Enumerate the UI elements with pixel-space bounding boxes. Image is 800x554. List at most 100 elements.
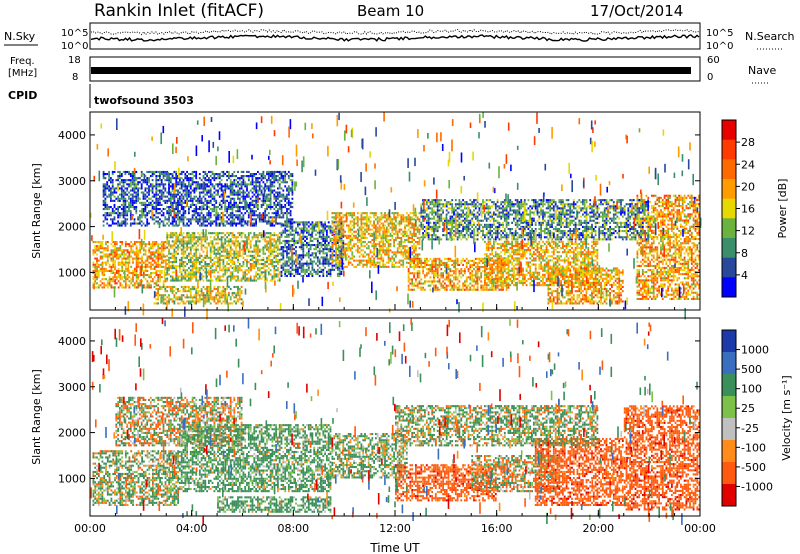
heatmap-cell [494,259,497,262]
heatmap-cell [411,288,414,291]
heatmap-cell [596,292,599,295]
heatmap-cell [249,246,252,249]
heatmap-cell [522,273,524,276]
heatmap-cell [458,272,461,275]
heatmap-cell [507,267,510,270]
heatmap-cell [436,274,439,277]
heatmap-cell [511,282,513,285]
heatmap-cell [578,269,581,272]
heatmap-cell [141,255,143,258]
heatmap-cell [289,258,292,261]
heatmap-cell [238,288,241,291]
heatmap-cell [395,230,397,233]
heatmap-cell [591,300,593,303]
heatmap-cell [119,249,122,252]
heatmap-cell [286,229,288,232]
heatmap-cell [342,265,345,268]
heatmap-cell [320,268,323,271]
heatmap-cell [576,275,579,278]
heatmap-cell [211,279,214,282]
heatmap-cell [596,288,599,291]
heatmap-cell [523,244,526,247]
heatmap-cell [342,241,345,244]
heatmap-cell [387,214,390,217]
heatmap-cell [184,290,187,293]
heatmap-cell [92,241,95,244]
heatmap-cell [552,247,555,250]
heatmap-cell [565,281,568,284]
heatmap-cell [393,259,395,262]
heatmap-cell [229,248,232,251]
heatmap-cell [502,259,504,262]
heatmap-cell [562,244,564,247]
heatmap-cell [602,267,604,270]
heatmap-cell [344,230,346,233]
heatmap-cell [338,263,341,266]
heatmap-cell [560,288,562,291]
heatmap-cell [387,251,390,254]
heatmap-cell [529,273,532,276]
heatmap-cell [186,244,188,247]
heatmap-cell [128,257,131,260]
heatmap-cell [503,282,506,285]
heatmap-cell [563,269,566,272]
heatmap-cell [540,284,542,287]
heatmap-cell [580,275,582,278]
heatmap-cell [112,269,115,272]
heatmap-cell [565,255,568,258]
heatmap-cell [404,220,406,223]
heatmap-cell [591,290,593,293]
heatmap-cell [126,261,129,264]
heatmap-cell [171,240,174,243]
heatmap-cell [262,271,265,274]
heatmap-cell [309,239,312,242]
heatmap-cell [153,276,156,279]
heatmap-cell [94,241,97,244]
heatmap-cell [393,251,395,254]
heatmap-cell [166,258,169,261]
heatmap-cell [94,286,97,289]
heatmap-cell [208,279,210,282]
heatmap-cell [128,280,131,283]
heatmap-cell [413,255,415,258]
heatmap-cell [569,263,572,266]
heatmap-cell [382,265,385,268]
heatmap-cell [155,243,158,246]
heatmap-cell [335,241,337,244]
heatmap-cell [130,278,133,281]
heatmap-cell [262,256,265,259]
heatmap-cell [592,240,595,243]
heatmap-cell [253,250,256,253]
heatmap-cell [139,282,142,285]
heatmap-cell [168,296,170,299]
heatmap-cell [578,288,581,291]
heatmap-cell [335,266,337,269]
heatmap-cell [295,227,297,230]
heatmap-cell [511,263,513,266]
heatmap-cell [209,277,212,280]
heatmap-cell [247,254,250,257]
heatmap-cell [211,244,214,247]
heatmap-cell [538,242,541,245]
heatmap-cell [171,300,174,303]
heatmap-cell [458,274,461,277]
heatmap-cell [360,216,363,219]
heatmap-cell [195,261,198,264]
heatmap-cell [150,253,152,256]
heatmap-cell [589,298,592,301]
heatmap-cell [206,285,208,288]
heatmap-cell [594,255,597,258]
heatmap-cell [282,246,285,249]
heatmap-cell [115,253,118,256]
heatmap-cell [247,279,250,282]
heatmap-cell [494,267,497,270]
heatmap-cell [476,263,479,266]
heatmap-cell [572,261,575,264]
heatmap-cell [415,255,417,258]
heatmap-cell [282,254,285,257]
heatmap-cell [371,245,374,248]
heatmap-cell [569,292,572,295]
heatmap-cell [119,269,122,272]
heatmap-cell [137,265,140,268]
